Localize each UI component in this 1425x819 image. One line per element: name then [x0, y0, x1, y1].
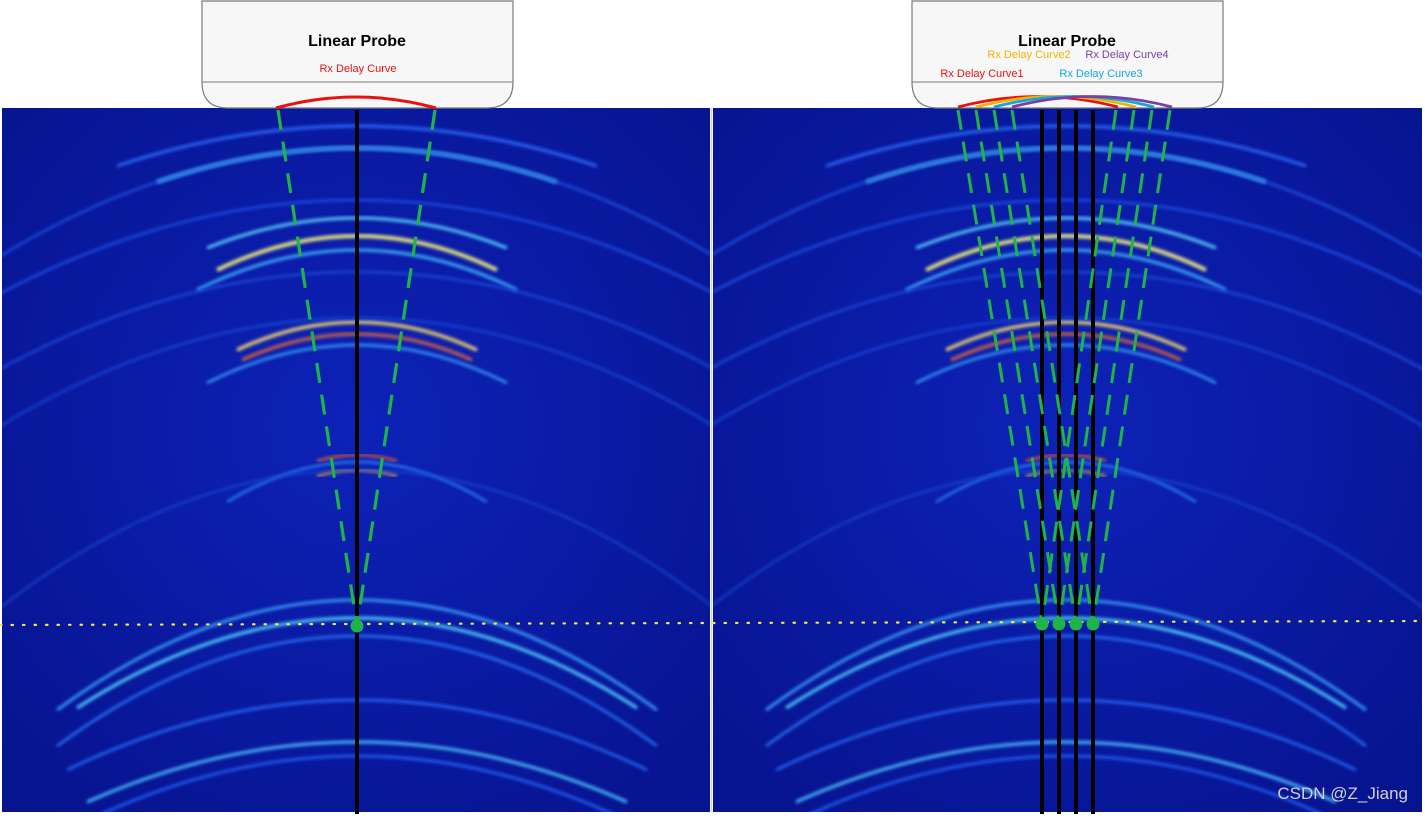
- right-echo-arcs: [713, 124, 1422, 812]
- watermark: CSDN @Z_Jiang: [1277, 784, 1408, 803]
- right-aperture-line-2-1: [974, 109, 1061, 625]
- left-probe: Linear Probe Rx Delay Curve: [201, 0, 514, 110]
- left-focus-point: [350, 619, 364, 633]
- right-image-panel: [713, 108, 1422, 812]
- right-focus-point-1: [1035, 617, 1049, 631]
- right-focus-point-2: [1052, 617, 1066, 631]
- right-aperture-line-4-1: [1010, 109, 1095, 625]
- rx-delay-curve2-label: Rx Delay Curve2: [987, 49, 1070, 61]
- left-rx-delay-curve-label: Rx Delay Curve: [319, 63, 396, 75]
- right-focus-point-4: [1086, 617, 1100, 631]
- focal-depth-line: [0, 619, 1425, 627]
- right-aperture-line-4-2: [1091, 109, 1172, 625]
- left-probe-title: Linear Probe: [308, 33, 406, 50]
- left-aperture-line-1: [276, 109, 359, 627]
- left-image-panel: [2, 108, 710, 812]
- right-probe: Linear Probe Rx Delay Curve1 Rx Delay Cu…: [911, 0, 1224, 109]
- left-beam-geometry: [276, 109, 437, 814]
- right-aperture-line-3-2: [1074, 109, 1154, 625]
- rx-delay-curve4: [1011, 95, 1173, 109]
- right-aperture-line-3-1: [992, 109, 1078, 625]
- right-beam-geometry: [956, 109, 1172, 814]
- right-probe-title: Linear Probe: [1018, 33, 1116, 50]
- right-aperture-line-1-1: [956, 109, 1044, 625]
- left-aperture-line-2: [355, 109, 437, 627]
- left-probe-body: [201, 0, 514, 109]
- left-rx-delay-curve: [275, 95, 437, 110]
- rx-delay-curve3-label: Rx Delay Curve3: [1059, 68, 1142, 80]
- right-probe-body: [911, 0, 1224, 109]
- right-aperture-line-2-2: [1057, 109, 1136, 625]
- right-aperture-line-1-2: [1040, 109, 1118, 625]
- rx-delay-curve4-label: Rx Delay Curve4: [1085, 49, 1168, 61]
- right-focus-point-3: [1069, 617, 1083, 631]
- rx-delay-curve1-label: Rx Delay Curve1: [940, 68, 1023, 80]
